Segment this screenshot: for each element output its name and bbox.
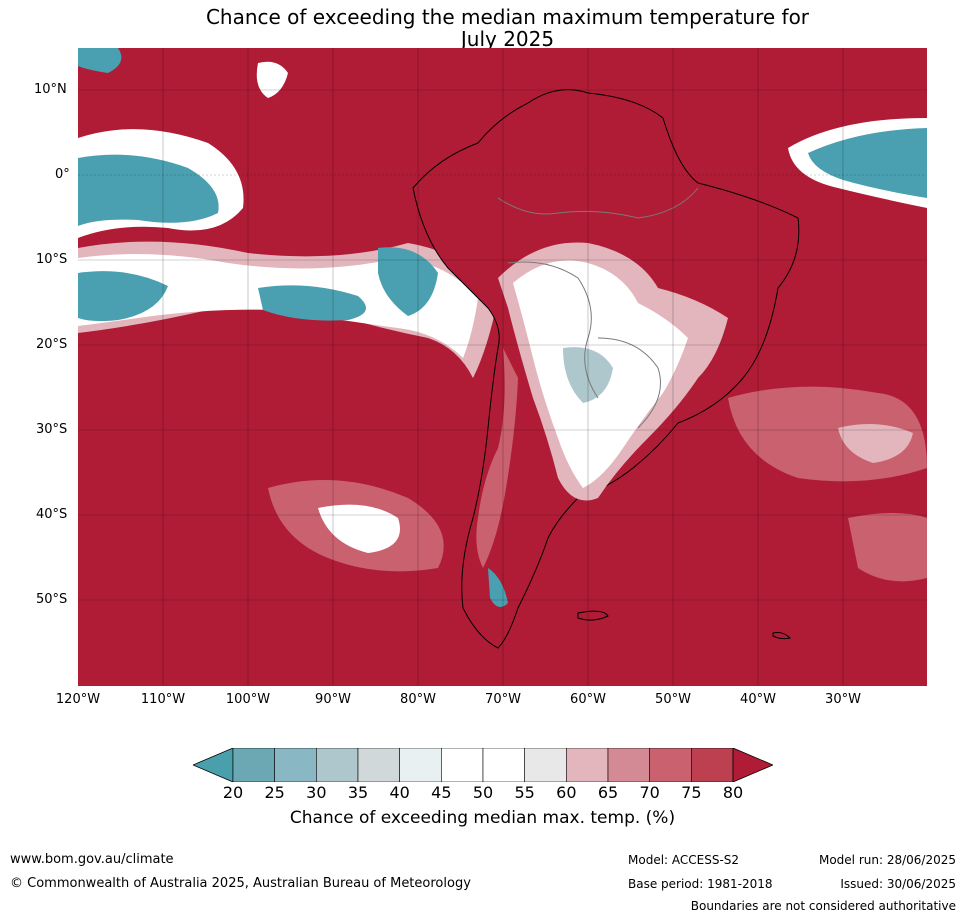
cool-region [563,347,613,403]
colorbar-tick-label: 20 [222,783,244,802]
colorbar-extend-low [191,747,234,783]
chart-title-line2: July 2025 [460,27,555,51]
falkland-islands [577,610,609,621]
copyright-text: © Commonwealth of Australia 2025, Austra… [10,876,471,891]
probability-map [78,48,927,686]
lon-label: 110°W [140,692,186,707]
colorbar-tick-label: 30 [306,783,327,802]
colorbar-tick-label: 50 [472,783,494,802]
base-period-text: Base period: 1981-2018 [628,877,773,891]
colorbar-segment [232,747,275,783]
colorbar-tick-label: 65 [597,783,619,802]
lon-label: 120°W [55,692,101,707]
cool-region [78,154,219,226]
colorbar-tick-label: 55 [514,783,535,802]
lon-label: 90°W [315,692,351,707]
colorbar-segment [399,747,442,783]
warm-region [476,348,518,568]
warm-neutral-region [838,424,913,463]
map-svg [78,48,927,686]
border-line [597,337,661,429]
model-text: Model: ACCESS-S2 [628,853,740,867]
colorbar-svg [191,747,775,783]
cool-region [808,128,927,198]
colorbar [191,747,775,783]
south-georgia [772,632,791,640]
lat-label: 50°S [36,592,68,607]
issued-text: Issued: 30/06/2025 [840,877,956,891]
neutral-region [256,61,288,98]
colorbar-segment [691,747,734,783]
colorbar-segment [649,747,692,783]
colorbar-tick-label: 60 [556,783,577,802]
colorbar-segment [441,747,484,783]
lon-label: 70°W [485,692,521,707]
website-link[interactable]: www.bom.gov.au/climate [10,852,174,867]
border-line [507,261,599,399]
colorbar-segment [357,747,400,783]
colorbar-segment [524,747,567,783]
colorbar-segment [274,747,317,783]
chart-title-line1: Chance of exceeding the median maximum t… [205,5,810,29]
warm-region [848,513,927,582]
neutral-region [318,504,400,553]
lon-label: 80°W [400,692,436,707]
cool-region [78,271,168,322]
gridlines [78,48,927,686]
colorbar-segment [607,747,650,783]
lon-label: 50°W [655,692,691,707]
lon-label: 100°W [225,692,271,707]
cool-region [258,285,366,321]
model-run-text: Model run: 28/06/2025 [818,853,956,867]
cool-region [488,568,508,607]
disclaimer-text: Boundaries are not considered authoritat… [690,899,956,913]
cool-region [78,48,122,73]
colorbar-segment [482,747,525,783]
colorbar-tick-label: 45 [431,783,452,802]
colorbar-tick-label: 40 [389,783,410,802]
lat-label: 0° [55,167,70,182]
lon-label: 30°W [825,692,861,707]
cool-region [378,247,438,316]
colorbar-tick-label: 35 [347,783,369,802]
colorbar-segment [316,747,359,783]
colorbar-tick-label: 80 [722,783,744,802]
lat-label: 10°N [34,82,67,97]
lat-label: 20°S [36,337,68,352]
colorbar-tick-label: 75 [681,783,702,802]
lat-label: 40°S [36,507,68,522]
colorbar-tick-label: 25 [264,783,285,802]
lon-label: 60°W [570,692,606,707]
colorbar-extend-high [732,747,775,783]
border-line [497,187,699,219]
colorbar-tick-label: 70 [639,783,660,802]
lon-label: 40°W [740,692,776,707]
colorbar-label: Chance of exceeding median max. temp. (%… [289,808,676,828]
colorbar-segment [566,747,609,783]
lat-label: 30°S [36,422,68,437]
lat-label: 10°S [36,252,68,267]
